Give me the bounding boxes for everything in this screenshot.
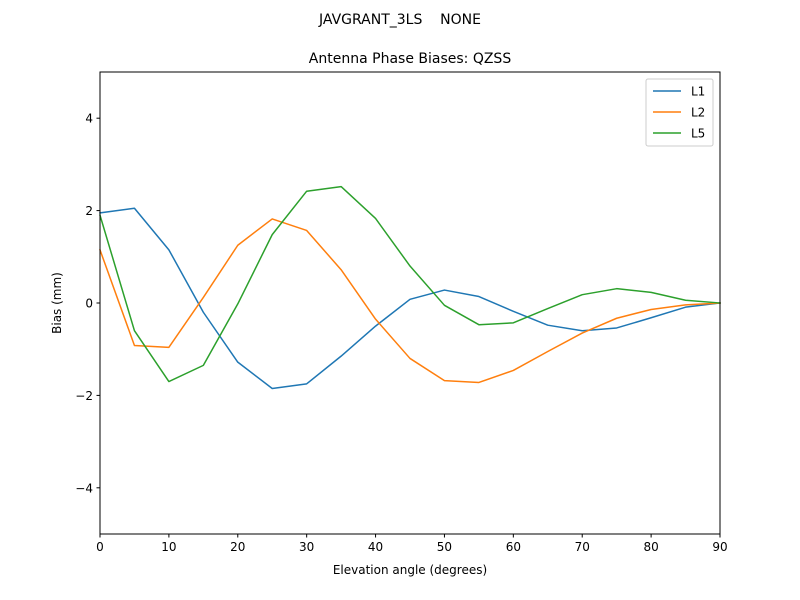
x-tick-label: 60 xyxy=(506,540,521,554)
x-tick-label: 70 xyxy=(575,540,590,554)
x-axis-label: Elevation angle (degrees) xyxy=(333,563,487,577)
plot-frame xyxy=(99,71,721,535)
x-tick-label: 40 xyxy=(368,540,383,554)
x-tick-label: 30 xyxy=(299,540,314,554)
x-tick-label: 0 xyxy=(96,540,104,554)
legend-label-l5: L5 xyxy=(691,127,705,141)
plot-area: 0 10 20 30 40 50 60 70 80 90 −4 −2 0 2 4 xyxy=(75,71,728,554)
y-tick-label: 0 xyxy=(85,297,93,311)
x-tick-label: 20 xyxy=(230,540,245,554)
x-tick-label: 50 xyxy=(437,540,452,554)
y-axis-label: Bias (mm) xyxy=(50,272,64,334)
series-line-l2 xyxy=(99,218,721,384)
y-tick-label: 2 xyxy=(85,204,93,218)
chart-suptitle: JAVGRANT_3LS NONE xyxy=(318,12,481,28)
series-lines xyxy=(99,185,721,390)
y-tick-label: 4 xyxy=(85,112,93,126)
legend: L1 L2 L5 xyxy=(645,78,714,147)
legend-label-l1: L1 xyxy=(691,85,705,99)
series-line-l1 xyxy=(99,207,721,390)
x-axis-ticks: 0 10 20 30 40 50 60 70 80 90 xyxy=(96,534,728,554)
y-tick-label: −4 xyxy=(75,481,93,495)
y-tick-label: −2 xyxy=(75,389,93,403)
legend-label-l2: L2 xyxy=(691,106,705,120)
series-line-l5 xyxy=(99,185,721,383)
x-tick-label: 90 xyxy=(712,540,727,554)
x-tick-label: 10 xyxy=(161,540,176,554)
x-tick-label: 80 xyxy=(643,540,658,554)
y-axis-ticks: −4 −2 0 2 4 xyxy=(75,112,100,495)
chart-title: Antenna Phase Biases: QZSS xyxy=(309,51,512,67)
